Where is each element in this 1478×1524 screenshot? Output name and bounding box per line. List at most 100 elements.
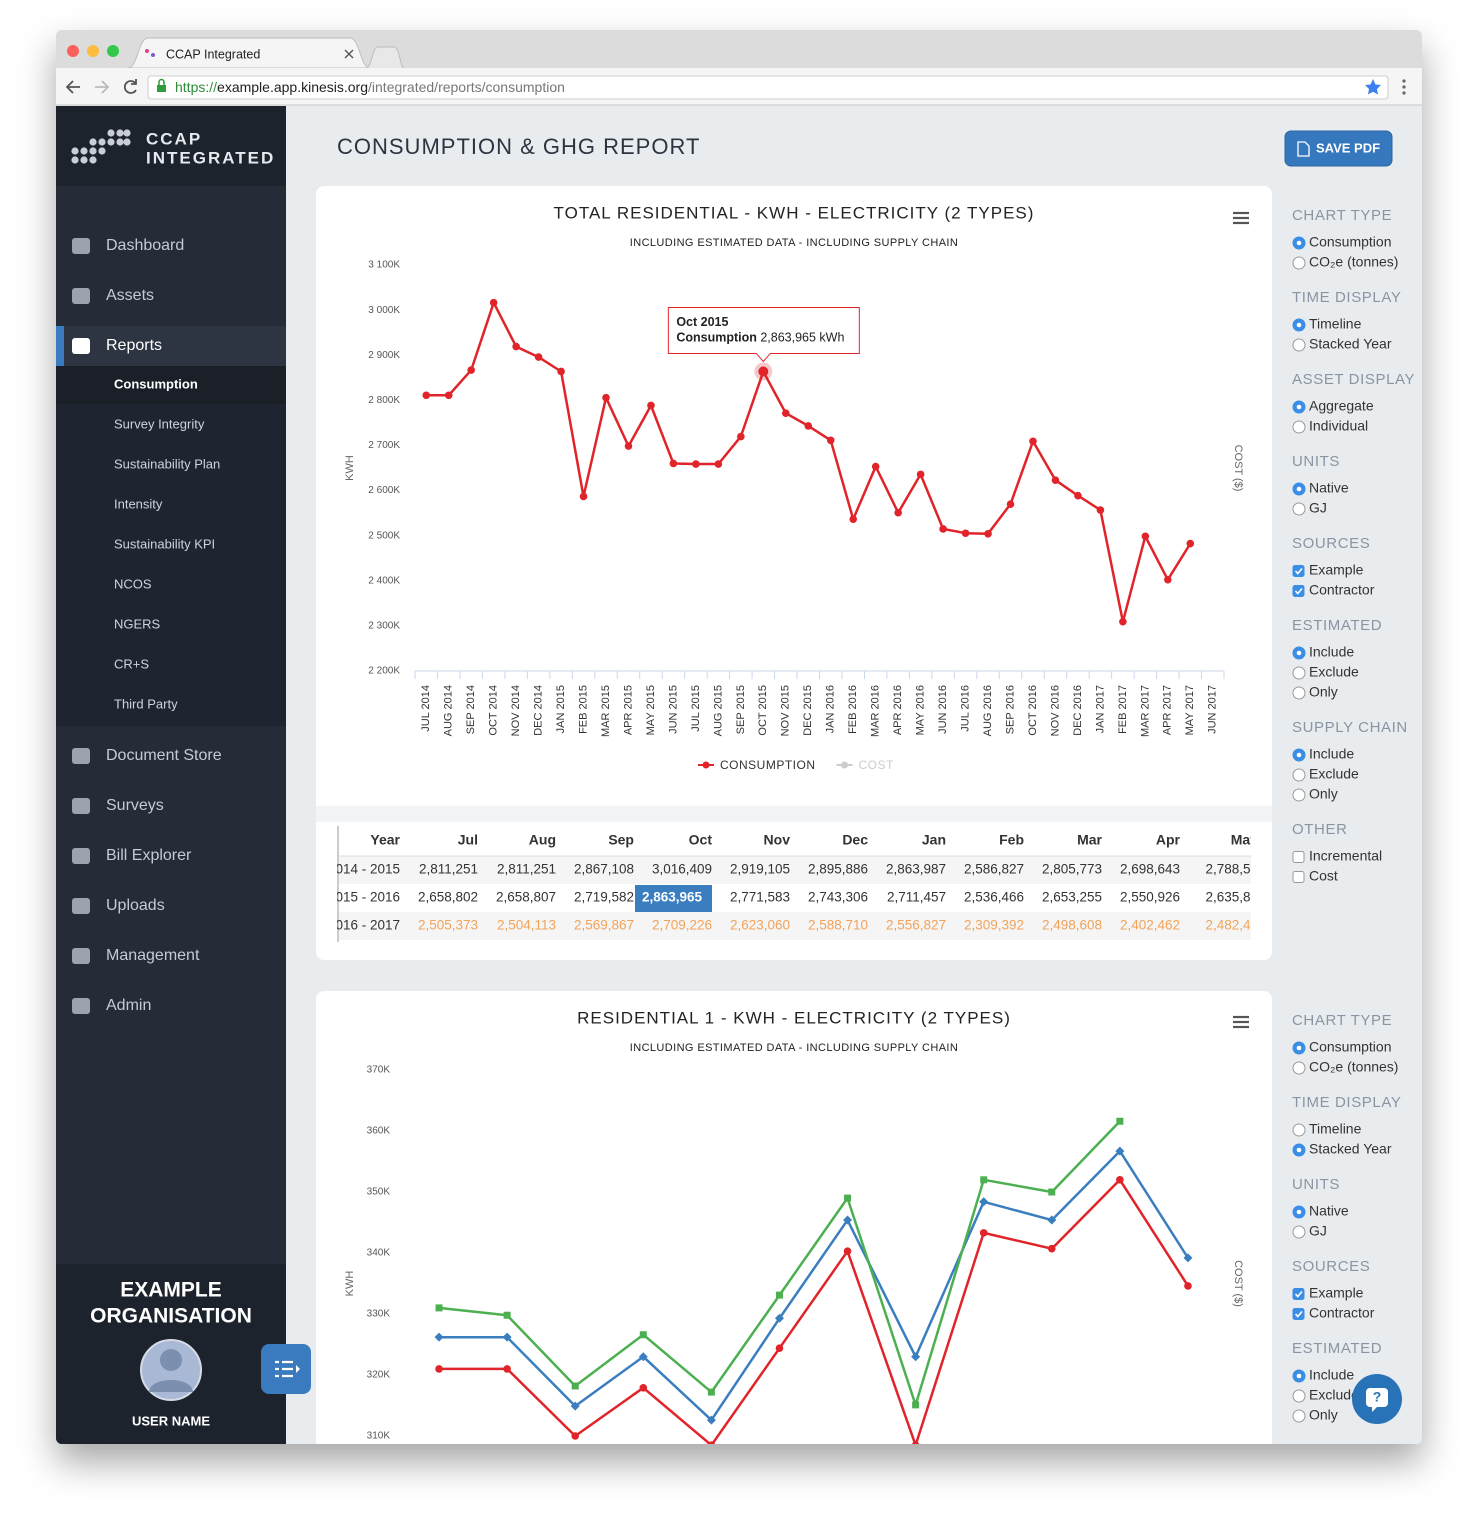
table-cell[interactable]: 2,711,457	[887, 890, 946, 905]
table-cell[interactable]: 2,556,827	[886, 918, 946, 933]
table-cell[interactable]: 2,919,105	[730, 862, 790, 877]
table-cell[interactable]: 2,505,373	[418, 918, 478, 933]
table-cell[interactable]: 2,811,251	[497, 862, 556, 877]
nav-item[interactable]: Admin	[106, 997, 151, 1014]
option-label[interactable]: Timeline	[1309, 1121, 1362, 1137]
option-label[interactable]: Timeline	[1309, 316, 1362, 332]
checkbox[interactable]	[1292, 565, 1305, 577]
table-cell[interactable]: 2014 - 2015	[328, 862, 400, 877]
table-cell[interactable]: 2,658,807	[496, 890, 556, 905]
zoom-light[interactable]	[107, 45, 119, 57]
option-label[interactable]: Consumption	[1309, 234, 1392, 250]
table-cell[interactable]: 3,016,409	[652, 862, 712, 877]
nav-item[interactable]: Document Store	[106, 747, 222, 764]
option-label[interactable]: Only	[1309, 684, 1338, 700]
checkbox[interactable]	[1292, 1288, 1305, 1300]
radio[interactable]	[1292, 788, 1306, 802]
table-cell[interactable]: 2,788,59	[1205, 862, 1258, 877]
radio[interactable]	[1292, 1225, 1306, 1239]
radio[interactable]	[1292, 1409, 1306, 1423]
option-label[interactable]: Native	[1309, 480, 1349, 496]
table-cell[interactable]: 2,504,113	[497, 918, 556, 933]
option-label[interactable]: Consumption	[1309, 1039, 1392, 1055]
option-label[interactable]: Only	[1309, 786, 1338, 802]
table-cell[interactable]: 2,623,060	[730, 918, 790, 933]
table-cell[interactable]: 2015 - 2016	[328, 890, 400, 905]
table-cell[interactable]: 2,653,255	[1042, 890, 1102, 905]
option-label[interactable]: Include	[1309, 746, 1354, 762]
table-cell[interactable]: 2,719,582	[574, 890, 634, 905]
subnav-item[interactable]: Third Party	[114, 696, 178, 711]
nav-item[interactable]: Reports	[106, 337, 162, 354]
option-label[interactable]: Contractor	[1309, 1305, 1375, 1321]
option-label[interactable]: Stacked Year	[1309, 1141, 1392, 1157]
option-label[interactable]: Cost	[1309, 868, 1338, 884]
table-cell[interactable]: 2,743,306	[808, 890, 868, 905]
option-label[interactable]: Exclude	[1309, 664, 1359, 680]
menu-dot[interactable]	[1402, 79, 1406, 83]
checkbox[interactable]	[1292, 585, 1305, 597]
table-cell[interactable]: 2,588,710	[808, 918, 868, 933]
option-label[interactable]: Stacked Year	[1309, 336, 1392, 352]
option-label[interactable]: GJ	[1309, 1223, 1327, 1239]
option-label[interactable]: CO₂e (tonnes)	[1309, 254, 1398, 270]
option-label[interactable]: Include	[1309, 644, 1354, 660]
table-cell[interactable]: 2016 - 2017	[328, 918, 400, 933]
tab-close[interactable]	[344, 49, 354, 59]
subnav-item[interactable]: CR+S	[114, 656, 149, 671]
table-cell[interactable]: 2,698,643	[1120, 862, 1180, 877]
radio[interactable]	[1292, 768, 1306, 782]
option-label[interactable]: Contractor	[1309, 582, 1375, 598]
subnav-item[interactable]: Sustainability Plan	[114, 456, 220, 471]
menu-dot[interactable]	[1402, 91, 1406, 95]
radio[interactable]	[1292, 1123, 1306, 1137]
nav-item[interactable]: Dashboard	[106, 237, 184, 254]
option-label[interactable]: Only	[1309, 1407, 1338, 1423]
option-label[interactable]: Example	[1309, 1285, 1364, 1301]
legend-label[interactable]: CONSUMPTION	[720, 758, 816, 772]
table-cell[interactable]: 2,863,965	[642, 890, 703, 905]
nav-item[interactable]: Assets	[106, 287, 154, 304]
option-label[interactable]: Individual	[1309, 418, 1368, 434]
option-label[interactable]: Exclude	[1309, 1387, 1359, 1403]
new-tab[interactable]	[365, 46, 405, 69]
table-cell[interactable]: 2,635,89	[1205, 890, 1258, 905]
url[interactable]: https://example.app.kinesis.org/integrat…	[175, 79, 565, 95]
subnav-item[interactable]: Consumption	[114, 376, 198, 391]
nav-item[interactable]: Uploads	[106, 897, 165, 914]
table-cell[interactable]: 2,867,108	[574, 862, 634, 877]
checkbox[interactable]	[1292, 1308, 1305, 1320]
radio[interactable]	[1292, 1061, 1306, 1075]
option-label[interactable]: GJ	[1309, 500, 1327, 516]
legend-label[interactable]: COST	[859, 758, 895, 772]
table-cell[interactable]: 2,658,802	[418, 890, 478, 905]
radio[interactable]	[1292, 256, 1306, 270]
table-cell[interactable]: 2,709,226	[652, 918, 712, 933]
subnav-item[interactable]: NGERS	[114, 616, 161, 631]
url-box[interactable]	[147, 75, 1389, 100]
table-cell[interactable]: 2,863,987	[886, 862, 946, 877]
menu-dot[interactable]	[1402, 85, 1406, 89]
nav-item[interactable]: Management	[106, 947, 200, 964]
table-cell[interactable]: 2,805,773	[1042, 862, 1102, 877]
option-label[interactable]: Example	[1309, 562, 1364, 578]
subnav-item[interactable]: Survey Integrity	[114, 416, 205, 431]
nav-item[interactable]: Bill Explorer	[106, 847, 192, 864]
radio[interactable]	[1292, 502, 1306, 516]
option-label[interactable]: Aggregate	[1309, 398, 1374, 414]
reload-button[interactable]	[123, 79, 137, 94]
option-label[interactable]: Include	[1309, 1367, 1354, 1383]
option-label[interactable]: Incremental	[1309, 848, 1382, 864]
minimize-light[interactable]	[87, 45, 99, 57]
option-label[interactable]: CO₂e (tonnes)	[1309, 1059, 1398, 1075]
radio[interactable]	[1292, 686, 1306, 700]
table-cell[interactable]: 2,895,886	[808, 862, 868, 877]
subnav-item[interactable]: Intensity	[114, 496, 163, 511]
table-cell[interactable]: 2,482,48	[1205, 918, 1258, 933]
table-cell[interactable]: 2,569,867	[574, 918, 634, 933]
table-cell[interactable]: 2,811,251	[419, 862, 478, 877]
active-tab[interactable]	[127, 37, 371, 69]
table-cell[interactable]: 2,771,583	[730, 890, 790, 905]
nav-item[interactable]: Surveys	[106, 797, 164, 814]
option-label[interactable]: Exclude	[1309, 766, 1359, 782]
